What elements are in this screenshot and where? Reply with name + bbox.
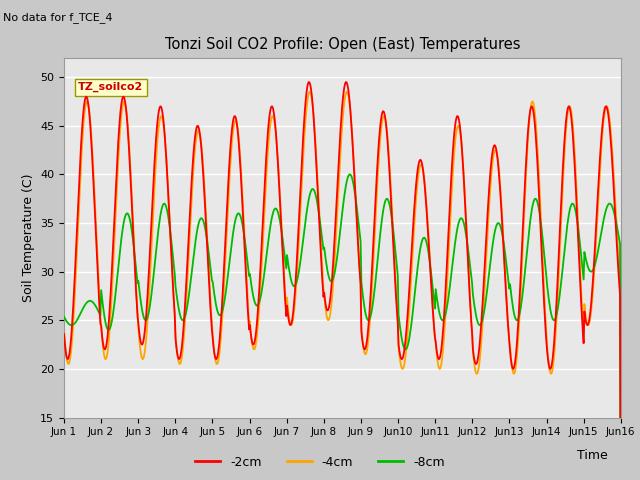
Title: Tonzi Soil CO2 Profile: Open (East) Temperatures: Tonzi Soil CO2 Profile: Open (East) Temp… bbox=[164, 37, 520, 52]
Text: No data for f_TCE_4: No data for f_TCE_4 bbox=[3, 12, 113, 23]
Text: TZ_soilco2: TZ_soilco2 bbox=[78, 82, 143, 92]
Text: Time: Time bbox=[577, 449, 608, 462]
Legend: -2cm, -4cm, -8cm: -2cm, -4cm, -8cm bbox=[190, 451, 450, 474]
Y-axis label: Soil Temperature (C): Soil Temperature (C) bbox=[22, 173, 35, 302]
